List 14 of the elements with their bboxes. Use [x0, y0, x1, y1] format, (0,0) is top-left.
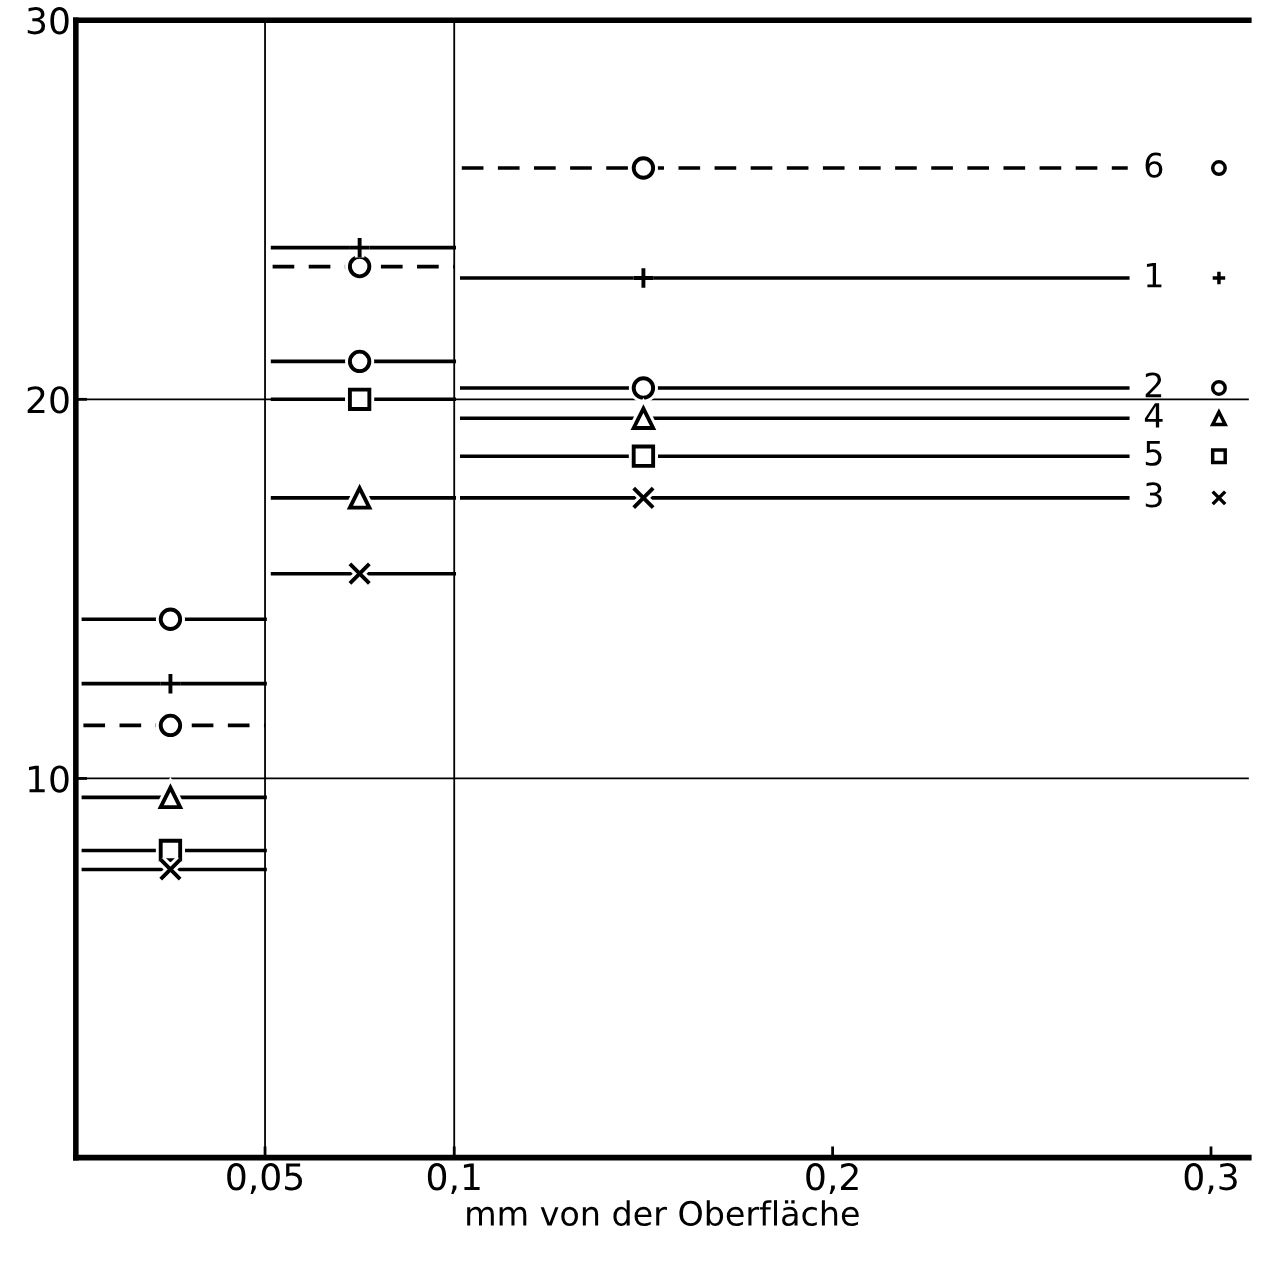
legend-label: 2: [1145, 372, 1162, 398]
x-tick-label: 0,1: [427, 1163, 480, 1195]
legend-label: 5: [1145, 441, 1162, 466]
y-tick-label: 20: [27, 386, 69, 414]
legend-label: 6: [1145, 152, 1163, 178]
y-tick-label: 10: [28, 765, 69, 793]
y-tick-label: 30: [27, 7, 69, 35]
legend-label: 1: [1146, 262, 1162, 288]
x-tick-label: 0,2: [806, 1163, 858, 1195]
x-axis-title: mm von der Oberfläche: [467, 1200, 859, 1226]
legend-label: 3: [1145, 482, 1162, 508]
legend-label: 4: [1144, 403, 1163, 428]
x-tick-label: 0,05: [227, 1163, 303, 1195]
x-tick-label: 0,3: [1184, 1163, 1237, 1195]
